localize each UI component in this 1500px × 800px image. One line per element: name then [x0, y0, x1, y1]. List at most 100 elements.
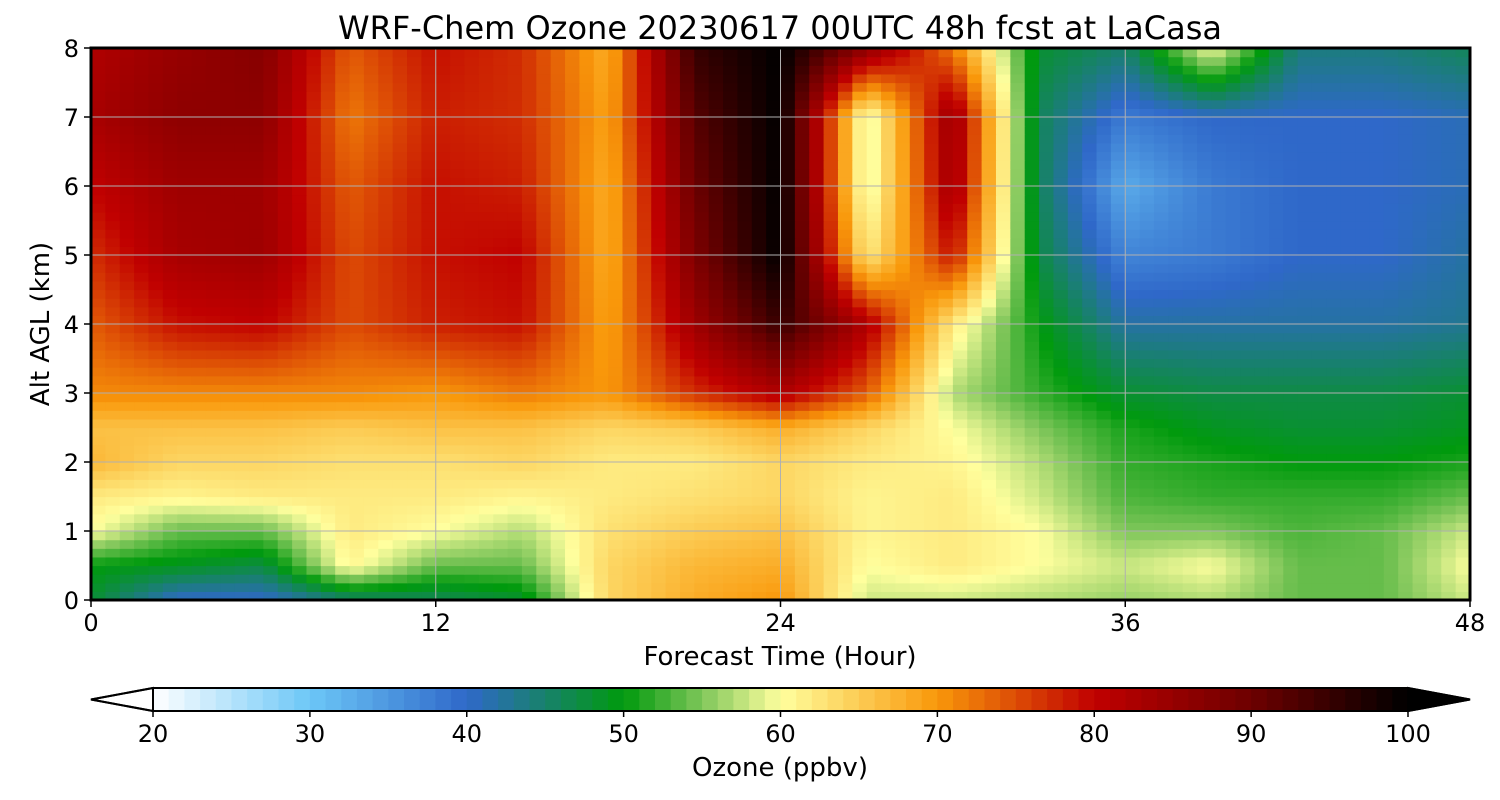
heatmap-cell	[1412, 341, 1428, 351]
heatmap-cell	[895, 186, 911, 196]
heatmap-cell	[177, 513, 193, 523]
heatmap-cell	[1168, 203, 1184, 213]
heatmap-cell	[1455, 272, 1470, 282]
heatmap-cell	[1053, 470, 1069, 480]
heatmap-cell	[679, 160, 695, 170]
heatmap-cell	[1268, 306, 1284, 316]
heatmap-cell	[1139, 341, 1155, 351]
heatmap-cell	[1067, 211, 1083, 222]
heatmap-cell	[392, 160, 408, 170]
heatmap-cell	[837, 168, 853, 178]
heatmap-cell	[191, 315, 207, 325]
heatmap-cell	[1355, 401, 1371, 411]
heatmap-cell	[780, 375, 796, 385]
heatmap-cell	[450, 151, 466, 161]
heatmap-cell	[622, 444, 638, 454]
heatmap-cell	[823, 565, 839, 575]
heatmap-cell	[1283, 177, 1299, 187]
heatmap-cell	[866, 229, 882, 239]
heatmap-cell	[909, 393, 925, 403]
heatmap-cell	[205, 194, 221, 204]
heatmap-cell	[1369, 375, 1385, 385]
heatmap-cell	[952, 582, 968, 592]
heatmap-cell	[780, 211, 796, 222]
heatmap-cell	[809, 246, 825, 256]
heatmap-cell	[665, 246, 681, 256]
heatmap-cell	[392, 444, 408, 454]
heatmap-cell	[1412, 298, 1428, 308]
heatmap-cell	[1125, 393, 1141, 403]
heatmap-cell	[579, 539, 595, 549]
heatmap-cell	[636, 220, 652, 230]
heatmap-cell	[837, 531, 853, 541]
heatmap-cell	[249, 168, 264, 178]
heatmap-cell	[407, 565, 422, 575]
heatmap-cell	[521, 315, 537, 325]
heatmap-cell	[162, 384, 178, 394]
heatmap-cell	[1125, 220, 1141, 230]
heatmap-cell	[306, 496, 322, 506]
heatmap-cell	[579, 306, 595, 316]
heatmap-cell	[1311, 393, 1327, 403]
heatmap-cell	[134, 211, 150, 222]
heatmap-cell	[349, 401, 365, 411]
heatmap-cell	[1297, 410, 1313, 420]
heatmap-cell	[737, 453, 753, 463]
heatmap-cell	[234, 505, 250, 515]
heatmap-cell	[249, 401, 264, 411]
heatmap-cell	[292, 160, 308, 170]
heatmap-cell	[220, 332, 236, 342]
heatmap-cell	[421, 211, 437, 222]
heatmap-cell	[105, 505, 121, 515]
heatmap-cell	[1110, 298, 1126, 308]
heatmap-cell	[392, 280, 408, 291]
heatmap-cell	[995, 444, 1011, 454]
heatmap-cell	[177, 367, 193, 377]
heatmap-cell	[1182, 496, 1198, 506]
heatmap-cell	[407, 375, 422, 385]
heatmap-cell	[1297, 272, 1313, 282]
heatmap-cell	[1010, 211, 1026, 222]
heatmap-cell	[450, 186, 466, 196]
heatmap-cell	[507, 367, 523, 377]
heatmap-cell	[751, 246, 767, 256]
heatmap-cell	[967, 332, 983, 342]
heatmap-cell	[177, 151, 193, 161]
heatmap-cell	[794, 324, 810, 334]
heatmap-cell	[579, 462, 595, 472]
heatmap-cell	[1455, 393, 1470, 403]
heatmap-cell	[766, 436, 782, 446]
heatmap-cell	[622, 255, 638, 265]
heatmap-cell	[737, 229, 753, 239]
heatmap-cell	[162, 565, 178, 575]
heatmap-cell	[1355, 255, 1371, 265]
heatmap-cell	[1326, 289, 1342, 299]
heatmap-cell	[105, 384, 121, 394]
heatmap-cell	[1096, 539, 1112, 549]
heatmap-cell	[306, 237, 322, 247]
heatmap-cell	[1441, 548, 1457, 558]
heatmap-cell	[924, 479, 940, 489]
heatmap-cell	[1240, 211, 1256, 222]
heatmap-cell	[1182, 548, 1198, 558]
heatmap-cell	[349, 263, 365, 273]
heatmap-cell	[1139, 349, 1155, 360]
heatmap-cell	[1125, 436, 1141, 446]
heatmap-cell	[1355, 418, 1371, 429]
heatmap-cell	[881, 470, 897, 480]
heatmap-cell	[636, 177, 652, 187]
heatmap-cell	[320, 324, 336, 334]
heatmap-cell	[636, 470, 652, 480]
heatmap-cell	[1139, 556, 1155, 567]
heatmap-cell	[1053, 211, 1069, 222]
heatmap-cell	[1383, 177, 1399, 187]
heatmap-cell	[507, 341, 523, 351]
heatmap-cell	[220, 229, 236, 239]
heatmap-cell	[1225, 522, 1241, 532]
heatmap-cell	[191, 263, 207, 273]
heatmap-cell	[981, 436, 997, 446]
heatmap-cell	[450, 487, 466, 498]
heatmap-cell	[1067, 194, 1083, 204]
heatmap-cell	[205, 298, 221, 308]
heatmap-cell	[1412, 203, 1428, 213]
